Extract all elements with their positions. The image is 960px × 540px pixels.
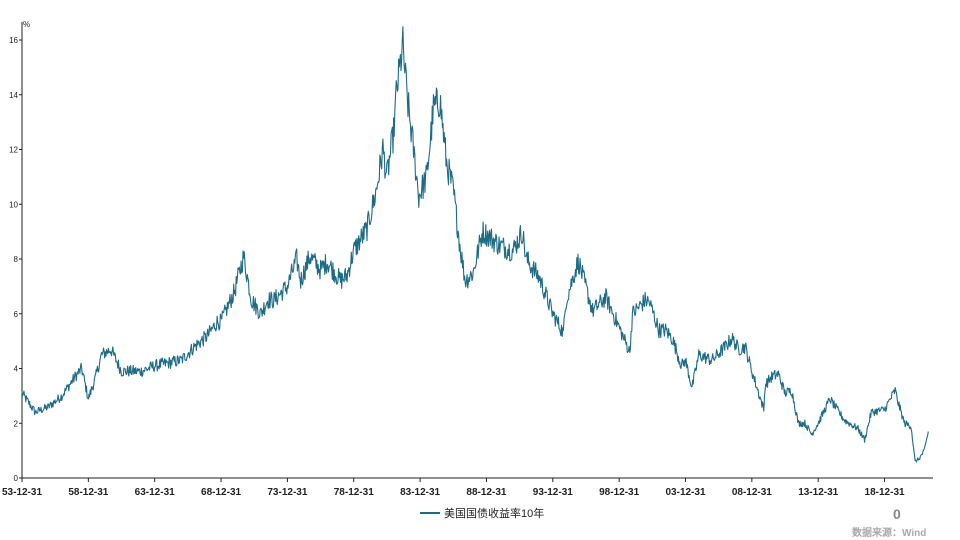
x-tick-label: 58-12-31 xyxy=(68,487,108,498)
x-tick-label: 53-12-31 xyxy=(2,487,42,498)
legend: 美国国债收益率10年 xyxy=(420,505,544,521)
y-tick-label: 16 xyxy=(9,36,18,45)
x-tick-label: 63-12-31 xyxy=(135,487,175,498)
x-tick-label: 08-12-31 xyxy=(732,487,772,498)
x-tick-label: 13-12-31 xyxy=(798,487,838,498)
x-tick-label: 98-12-31 xyxy=(599,487,639,498)
y-tick-label: 8 xyxy=(14,255,19,264)
x-axis-ticks: 53-12-31 58-12-31 63-12-31 68-12-31 73-12-31… xyxy=(2,478,905,498)
x-tick-label: 68-12-31 xyxy=(201,487,241,498)
y-tick-label: 2 xyxy=(14,419,19,428)
y-tick-label: 12 xyxy=(9,146,18,155)
y-tick-label: 4 xyxy=(14,365,19,374)
x-tick-label: 18-12-31 xyxy=(865,487,905,498)
chart-axes xyxy=(21,22,933,479)
y-tick-label: 0 xyxy=(14,474,19,483)
x-tick-label: 78-12-31 xyxy=(334,487,374,498)
watermark-number: 0 xyxy=(893,506,901,522)
x-tick-label: 03-12-31 xyxy=(665,487,705,498)
y-axis-ticks: 0 2 4 6 8 10 12 14 16 xyxy=(9,36,22,483)
y-tick-label: 10 xyxy=(9,200,18,209)
x-tick-label: 73-12-31 xyxy=(267,487,307,498)
y-unit-label: % xyxy=(23,20,30,29)
legend-label: 美国国债收益率10年 xyxy=(444,508,545,520)
series-group xyxy=(21,26,929,463)
y-tick-label: 14 xyxy=(9,91,18,100)
x-tick-label: 93-12-31 xyxy=(533,487,573,498)
y-tick-label: 6 xyxy=(14,310,19,319)
x-tick-label: 88-12-31 xyxy=(466,487,506,498)
x-tick-label: 83-12-31 xyxy=(400,487,440,498)
source-note: 数据来源：Wind xyxy=(852,528,927,539)
legend-swatch xyxy=(420,512,440,514)
series-line xyxy=(21,26,929,463)
